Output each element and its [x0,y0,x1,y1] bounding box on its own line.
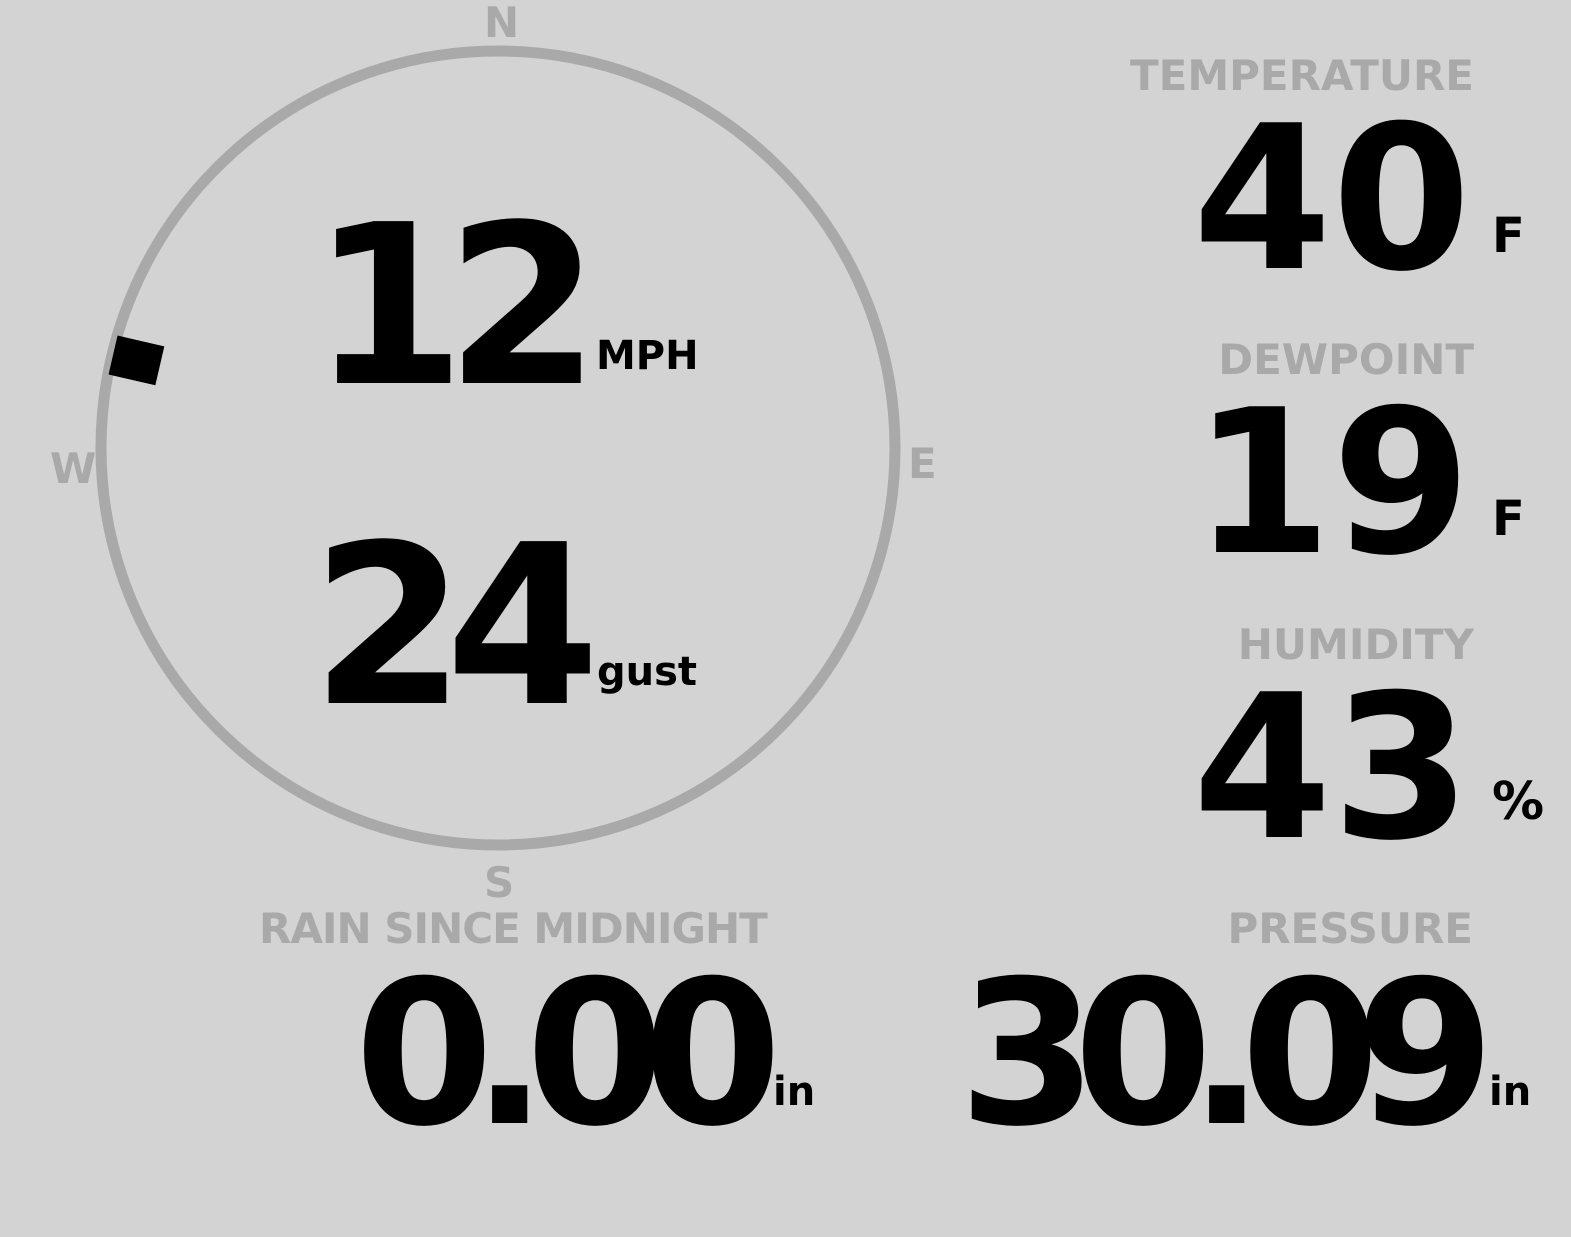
rain-value: 0.00 [354,938,782,1171]
rain-unit: in [773,1069,816,1115]
pressure-unit: in [1489,1069,1532,1115]
compass-west-label: W [50,444,97,493]
wind-direction-indicator [108,335,165,386]
compass-south-label: S [484,858,515,907]
compass-north-label: N [484,0,520,47]
dewpoint-unit: F [1492,491,1525,547]
wind-gust-value: 24 [311,498,600,756]
wind-compass [95,45,901,851]
wind-speed-unit: MPH [596,333,699,379]
humidity-unit: % [1492,772,1545,832]
wind-speed-value: 12 [311,178,600,436]
humidity-label: HUMIDITY [1237,620,1474,669]
compass-east-label: E [908,439,937,488]
temperature-label: TEMPERATURE [1130,51,1474,100]
temperature-value: 40 [1192,83,1471,316]
humidity-value: 43 [1192,652,1471,885]
temperature-unit: F [1492,208,1525,264]
pressure-label: PRESSURE [1227,904,1473,953]
dewpoint-label: DEWPOINT [1218,335,1474,384]
dewpoint-value: 19 [1192,367,1471,600]
pressure-value: 30.09 [958,938,1495,1171]
rain-label: RAIN SINCE MIDNIGHT [259,904,768,953]
wind-gust-unit: gust [597,649,698,695]
compass-ring [95,45,901,851]
